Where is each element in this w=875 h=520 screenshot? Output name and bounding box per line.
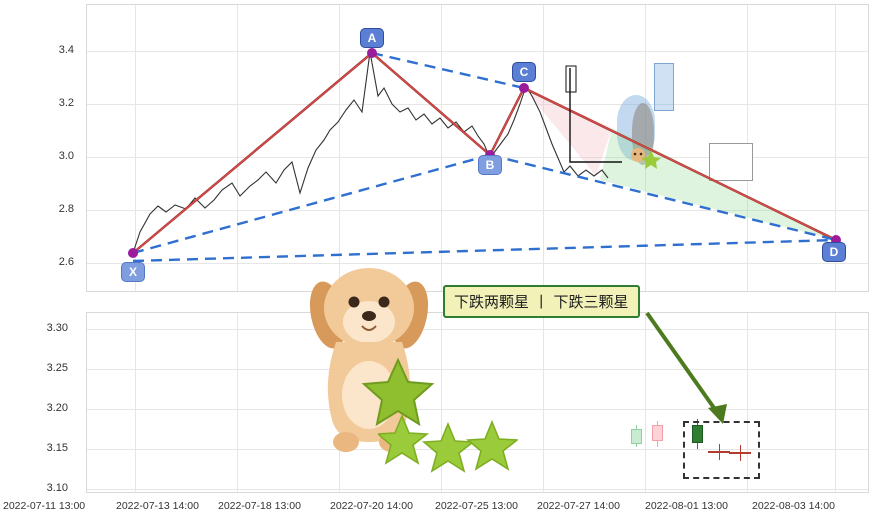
ytick-top-3: 2.8 [58, 203, 74, 215]
gridline-v [237, 5, 238, 291]
dog-mascot-icon [309, 268, 435, 452]
candle-body-down [652, 425, 663, 441]
xtick-2: 2022-07-18 13:00 [218, 500, 301, 512]
highlight-zone-c [654, 63, 674, 111]
xtick-0: 2022-07-11 13:00 [3, 500, 86, 512]
marker-d[interactable]: D [822, 242, 846, 262]
gridline-h [87, 329, 868, 330]
ytick-top-1: 3.2 [58, 97, 74, 109]
gridline-v [543, 313, 544, 492]
inset-thumbnail-content-icon [631, 148, 661, 169]
gridline-h [87, 449, 868, 450]
gridline-h [87, 263, 868, 264]
gridline-v [339, 5, 340, 291]
ytick-top-0: 3.4 [58, 44, 74, 56]
gridline-h [87, 489, 868, 490]
gridline-v [237, 313, 238, 492]
gridline-v [835, 313, 836, 492]
gridline-v [543, 5, 544, 291]
gridline-v [441, 313, 442, 492]
marker-a[interactable]: A [360, 28, 384, 48]
inset-thumbnail [709, 143, 753, 181]
xtick-7: 2022-08-03 14:00 [752, 500, 835, 512]
ytick-bot-0: 3.30 [46, 322, 68, 334]
xtick-1: 2022-07-13 14:00 [116, 500, 199, 512]
gridline-v [747, 313, 748, 492]
xtick-3: 2022-07-20 14:00 [330, 500, 413, 512]
marker-c[interactable]: C [512, 62, 536, 82]
ytick-bot-4: 3.10 [46, 482, 68, 494]
gridline-v [135, 313, 136, 492]
ytick-bot-2: 3.20 [46, 402, 68, 414]
gridline-v [441, 5, 442, 291]
xtick-5: 2022-07-27 14:00 [537, 500, 620, 512]
price-zigzag-panel [86, 4, 869, 292]
ytick-top-4: 2.6 [58, 256, 74, 268]
gridline-v [645, 313, 646, 492]
ytick-bot-1: 3.25 [46, 362, 68, 374]
xtick-4: 2022-07-25 13:00 [435, 500, 518, 512]
gridline-v [135, 5, 136, 291]
pattern-annotation: 下跌两颗星 丨 下跌三颗星 [443, 285, 640, 318]
xtick-6: 2022-08-01 13:00 [645, 500, 728, 512]
stars-decoration-icon [378, 414, 518, 473]
ytick-bot-3: 3.15 [46, 442, 68, 454]
candle-body-up [692, 425, 703, 443]
marker-x[interactable]: X [121, 262, 145, 282]
ytick-top-2: 3.0 [58, 150, 74, 162]
gridline-h [87, 409, 868, 410]
gridline-h [87, 51, 868, 52]
marker-b[interactable]: B [478, 155, 502, 175]
gridline-h [87, 104, 868, 105]
gridline-h [87, 210, 868, 211]
candle-body-doji [708, 451, 730, 453]
candle-body-doji [729, 452, 751, 454]
pattern-detail-box [683, 421, 760, 479]
candle-body-up [631, 429, 642, 444]
gridline-h [87, 369, 868, 370]
